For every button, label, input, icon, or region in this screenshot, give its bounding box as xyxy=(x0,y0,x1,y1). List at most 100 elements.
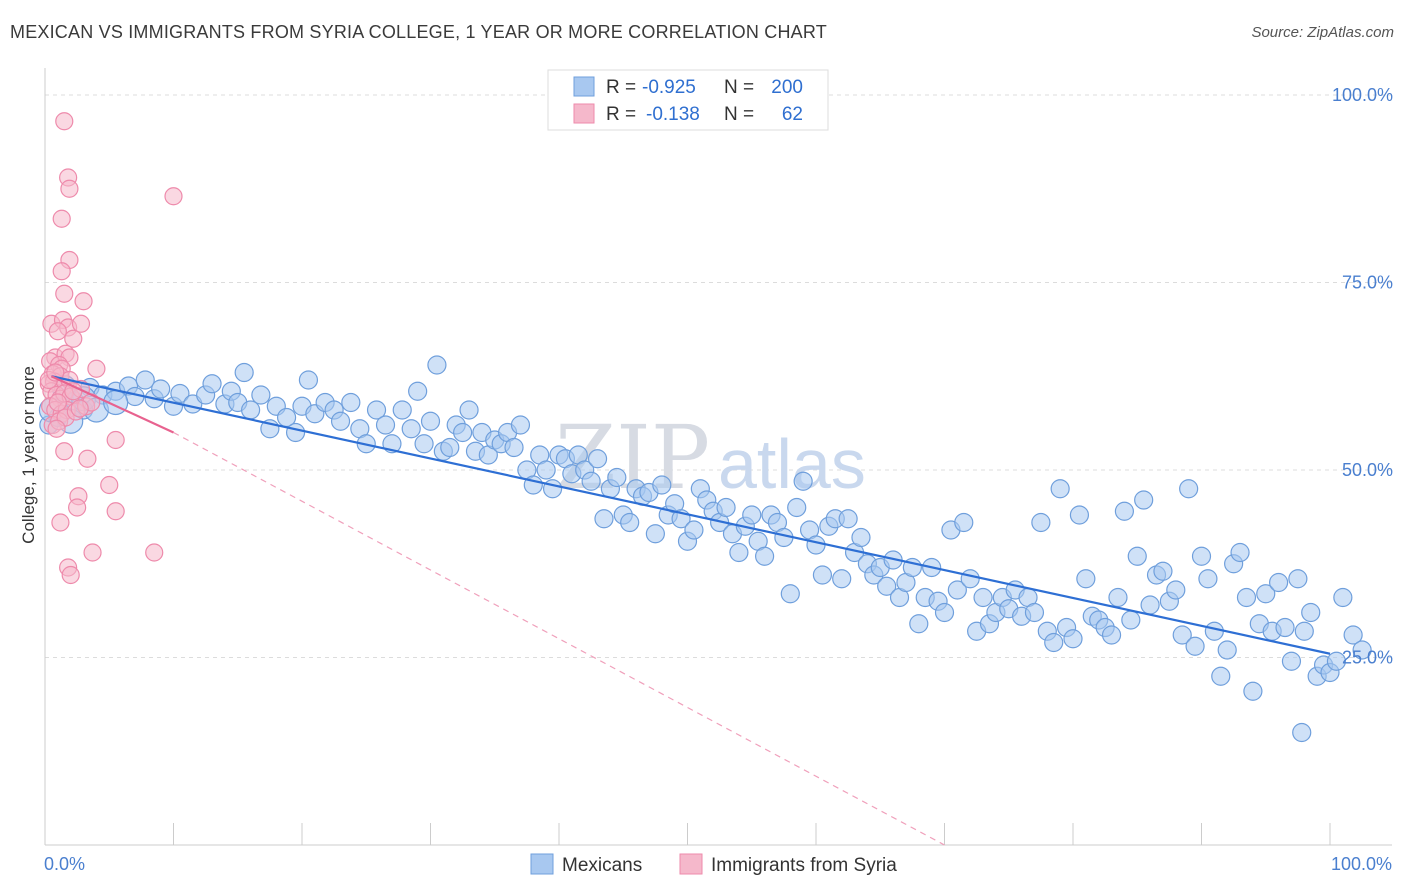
data-point-syria xyxy=(106,430,125,450)
gridlines xyxy=(45,94,1392,658)
data-point-syria xyxy=(55,442,74,461)
data-point-mexicans xyxy=(341,392,361,413)
data-point-mexicans xyxy=(620,512,640,533)
data-point-mexicans xyxy=(504,437,524,458)
data-point-mexicans xyxy=(285,422,306,443)
data-point-mexicans xyxy=(909,614,929,634)
legend-r-label: R = xyxy=(606,104,636,125)
legend-box: R = -0.925 N = 200 R = -0.138 N = 62 xyxy=(547,69,829,131)
legend-swatch-mexicans xyxy=(573,76,595,97)
data-point-mexicans xyxy=(1050,479,1070,499)
data-point-mexicans xyxy=(202,374,222,394)
data-point-mexicans xyxy=(1352,640,1372,660)
data-point-mexicans xyxy=(754,546,775,566)
data-point-mexicans xyxy=(1211,666,1231,686)
series-syria xyxy=(39,112,183,585)
source-credit: Source: ZipAtlas.com xyxy=(1251,24,1394,41)
data-point-mexicans xyxy=(729,542,749,563)
data-point-mexicans xyxy=(607,467,627,488)
data-point-mexicans xyxy=(234,362,254,383)
data-point-mexicans xyxy=(1292,722,1312,743)
data-point-mexicans xyxy=(366,400,387,420)
data-point-mexicans xyxy=(1243,681,1263,701)
y-tick-label: 75.0% xyxy=(1342,273,1393,293)
data-point-mexicans xyxy=(1069,505,1090,525)
data-point-mexicans xyxy=(1140,595,1160,615)
x-tick-labels: 0.0% 100.0% xyxy=(44,854,1392,874)
data-point-mexicans xyxy=(536,460,556,480)
data-point-syria xyxy=(68,498,87,517)
data-point-syria xyxy=(61,565,80,585)
data-point-mexicans xyxy=(645,524,665,544)
bottom-legend-mexicans: Mexicans xyxy=(562,855,642,876)
data-point-mexicans xyxy=(1268,572,1289,593)
legend-n-label: N = xyxy=(724,77,754,98)
data-point-mexicans xyxy=(375,415,396,435)
data-point-mexicans xyxy=(594,509,614,529)
data-point-syria xyxy=(145,543,164,562)
data-point-mexicans xyxy=(1172,625,1192,645)
data-point-syria xyxy=(70,399,89,418)
data-point-mexicans xyxy=(1281,651,1302,671)
data-point-syria xyxy=(71,314,91,333)
x-tick-label: 100.0% xyxy=(1331,854,1392,874)
data-point-mexicans xyxy=(1236,587,1257,608)
data-point-mexicans xyxy=(716,497,736,518)
data-point-mexicans xyxy=(459,400,479,420)
data-point-syria xyxy=(55,112,74,131)
data-point-mexicans xyxy=(1326,651,1347,671)
data-point-syria xyxy=(47,419,66,438)
data-point-mexicans xyxy=(1256,584,1276,604)
data-point-mexicans xyxy=(787,497,807,518)
data-point-syria xyxy=(87,359,106,378)
data-point-mexicans xyxy=(1191,546,1212,566)
data-point-mexicans xyxy=(414,434,434,454)
data-point-syria xyxy=(78,449,97,468)
data-point-mexicans xyxy=(812,565,833,585)
data-point-mexicans xyxy=(392,400,412,420)
data-point-mexicans xyxy=(440,437,460,458)
data-point-mexicans xyxy=(1179,479,1199,499)
legend-r-label: R = xyxy=(606,77,636,98)
trend-line-mexicans xyxy=(51,375,1331,655)
legend-r-value: -0.925 xyxy=(642,77,696,98)
data-point-mexicans xyxy=(1204,621,1224,641)
data-point-mexicans xyxy=(510,415,531,435)
data-point-mexicans xyxy=(1024,602,1045,623)
chart-title: MEXICAN VS IMMIGRANTS FROM SYRIA COLLEGE… xyxy=(10,22,827,42)
trend-line-syria xyxy=(50,375,174,434)
data-point-syria xyxy=(48,322,67,341)
watermark-atlas: atlas xyxy=(718,425,866,503)
legend-n-value: 62 xyxy=(782,104,803,125)
legend-n-value: 200 xyxy=(771,77,803,98)
y-tick-label: 25.0% xyxy=(1342,648,1393,668)
data-point-mexicans xyxy=(408,381,428,401)
trend-line-syria-extension xyxy=(173,431,945,846)
data-point-mexicans xyxy=(1230,542,1250,563)
data-point-mexicans xyxy=(742,505,762,525)
data-point-mexicans xyxy=(1185,636,1205,656)
data-point-mexicans xyxy=(542,479,563,499)
legend-r-value: -0.138 xyxy=(646,104,700,125)
y-tick-labels: 25.0% 50.0% 75.0% 100.0% xyxy=(1332,85,1393,668)
data-point-syria xyxy=(51,513,70,532)
data-point-mexicans xyxy=(1031,512,1051,533)
data-point-mexicans xyxy=(652,475,672,495)
data-point-mexicans xyxy=(973,587,993,608)
legend-n-label: N = xyxy=(724,104,754,125)
data-point-mexicans xyxy=(1275,617,1295,638)
data-point-mexicans xyxy=(330,411,351,431)
data-point-mexicans xyxy=(1134,490,1154,510)
data-point-mexicans xyxy=(960,569,980,589)
data-point-mexicans xyxy=(806,535,826,555)
data-point-mexicans xyxy=(298,370,319,390)
bottom-legend: Mexicans Immigrants from Syria xyxy=(530,853,897,876)
data-point-mexicans xyxy=(1198,569,1218,589)
data-point-syria xyxy=(60,179,79,198)
data-point-mexicans xyxy=(1294,621,1314,641)
data-point-syria xyxy=(55,284,74,303)
watermark: ZIP atlas xyxy=(555,406,866,509)
data-point-mexicans xyxy=(1166,580,1186,600)
data-point-mexicans xyxy=(947,580,967,600)
